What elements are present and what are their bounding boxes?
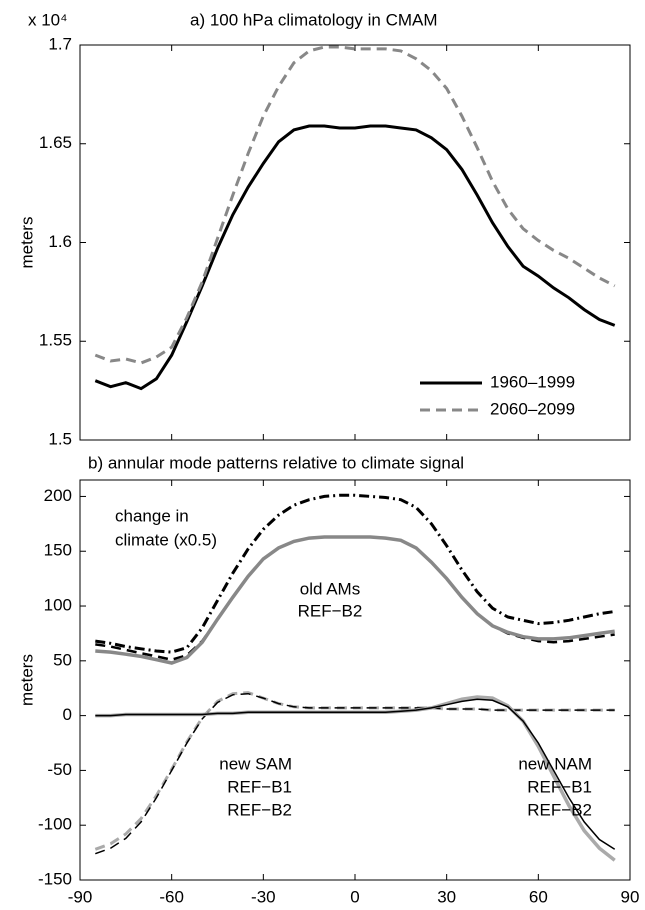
y-tick-label: 100 bbox=[44, 596, 72, 615]
annotation: new NAM bbox=[518, 754, 592, 773]
y-axis-label: meters bbox=[17, 217, 36, 269]
y-tick-label: -50 bbox=[47, 760, 72, 779]
annotation: REF−B1 bbox=[527, 777, 592, 796]
annotation: change in bbox=[115, 506, 189, 525]
annotation: REF−B2 bbox=[527, 800, 592, 819]
x-tick-label: 90 bbox=[621, 887, 640, 906]
y-tick-label: 1.55 bbox=[39, 331, 72, 350]
y-tick-label: 1.7 bbox=[48, 34, 72, 53]
x-tick-label: 30 bbox=[437, 887, 456, 906]
annotation: climate (x0.5) bbox=[115, 530, 217, 549]
axis-multiplier: x 10⁴ bbox=[28, 10, 67, 29]
y-tick-label: -100 bbox=[38, 815, 72, 834]
legend-label: 1960–1999 bbox=[490, 372, 575, 391]
series-line bbox=[95, 698, 616, 850]
annotation: REF−B1 bbox=[227, 777, 292, 796]
annotation: REF−B2 bbox=[227, 800, 292, 819]
series-line bbox=[95, 535, 615, 665]
y-tick-label: -150 bbox=[38, 869, 72, 888]
series-line bbox=[94, 45, 616, 365]
y-tick-label: 1.6 bbox=[48, 232, 72, 251]
y-tick-label: 1.65 bbox=[39, 133, 72, 152]
y-axis-label: meters bbox=[17, 654, 36, 706]
annotation: new SAM bbox=[219, 754, 292, 773]
y-tick-label: 150 bbox=[44, 541, 72, 560]
y-tick-label: 1.5 bbox=[48, 429, 72, 448]
y-tick-label: 0 bbox=[63, 705, 72, 724]
series-line bbox=[95, 535, 615, 661]
y-tick-label: 50 bbox=[53, 650, 72, 669]
x-tick-label: 0 bbox=[350, 887, 359, 906]
y-tick-label: 200 bbox=[44, 486, 72, 505]
panel-title: b) annular mode patterns relative to cli… bbox=[88, 453, 464, 472]
series-line bbox=[95, 493, 615, 654]
series-line bbox=[94, 124, 616, 391]
annotation: REF−B2 bbox=[298, 601, 363, 620]
annotation: old AMs bbox=[300, 579, 360, 598]
x-tick-label: -60 bbox=[159, 887, 184, 906]
x-tick-label: 60 bbox=[529, 887, 548, 906]
x-tick-label: -90 bbox=[68, 887, 93, 906]
series-line bbox=[95, 692, 615, 855]
legend-label: 2060–2099 bbox=[490, 399, 575, 418]
x-tick-label: -30 bbox=[251, 887, 276, 906]
panel-title: a) 100 hPa climatology in CMAM bbox=[190, 10, 438, 29]
